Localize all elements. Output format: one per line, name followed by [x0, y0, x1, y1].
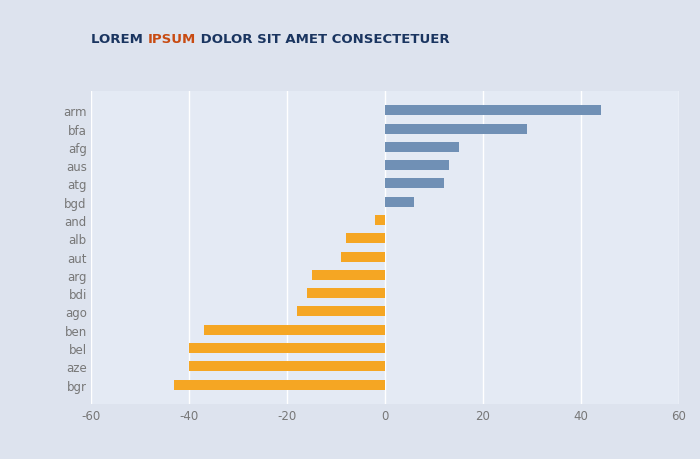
Bar	[385, 124, 527, 134]
Bar	[204, 325, 385, 335]
Bar	[375, 215, 385, 225]
Text: IPSUM: IPSUM	[148, 33, 196, 46]
Text: LOREM: LOREM	[91, 33, 148, 46]
Bar	[297, 307, 385, 317]
Bar	[312, 270, 385, 280]
Bar	[174, 380, 385, 390]
Bar	[385, 197, 414, 207]
Text: DOLOR SIT AMET CONSECTETUER: DOLOR SIT AMET CONSECTETUER	[196, 33, 449, 46]
Bar	[385, 142, 459, 152]
Bar	[341, 252, 385, 262]
Bar	[346, 234, 385, 244]
Bar	[307, 288, 385, 298]
Bar	[385, 161, 449, 171]
Bar	[189, 343, 385, 353]
Bar	[189, 361, 385, 371]
Bar	[385, 106, 601, 116]
Bar	[385, 179, 444, 189]
